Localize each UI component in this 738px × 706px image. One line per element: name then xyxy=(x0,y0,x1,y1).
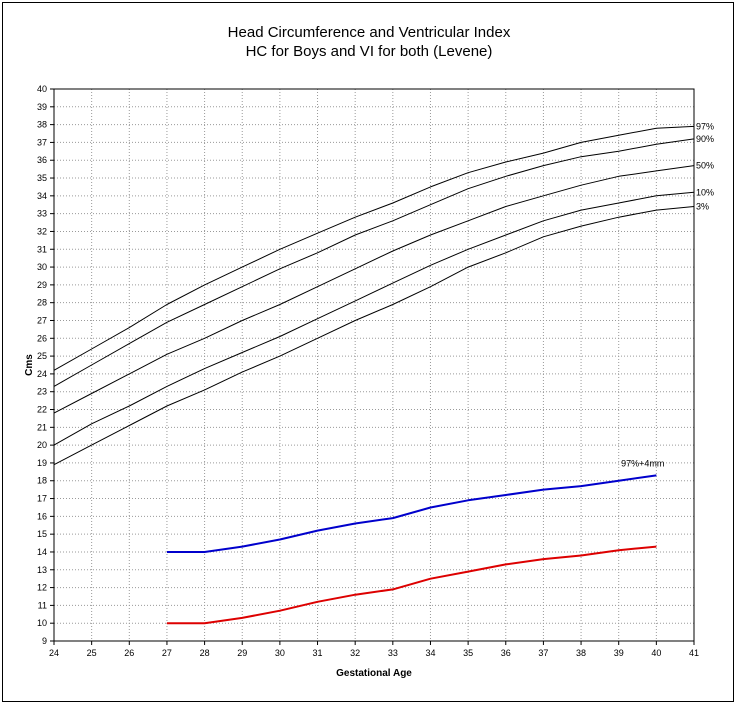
y-tick-label: 34 xyxy=(37,191,47,201)
x-tick-label: 30 xyxy=(275,648,285,658)
x-tick-label: 29 xyxy=(237,648,247,658)
x-tick-label: 28 xyxy=(200,648,210,658)
y-tick-label: 38 xyxy=(37,120,47,130)
x-tick-label: 25 xyxy=(87,648,97,658)
y-tick-label: 14 xyxy=(37,547,47,557)
series-line-10- xyxy=(53,191,695,446)
y-tick-label: 28 xyxy=(37,298,47,308)
series-label: 97%+4mm xyxy=(621,458,664,468)
y-tick-label: 35 xyxy=(37,173,47,183)
series-line-97- xyxy=(53,125,695,371)
y-tick-label: 37 xyxy=(37,137,47,147)
series-line-90- xyxy=(53,138,695,387)
x-tick-label: 31 xyxy=(313,648,323,658)
y-tick-label: 12 xyxy=(37,583,47,593)
y-tick-label: 40 xyxy=(37,84,47,94)
y-tick-label: 13 xyxy=(37,565,47,575)
y-tick-label: 10 xyxy=(37,618,47,628)
y-tick-label: 32 xyxy=(37,226,47,236)
x-tick-label: 40 xyxy=(651,648,661,658)
series-label: 10% xyxy=(696,187,714,197)
y-tick-label: 15 xyxy=(37,529,47,539)
x-tick-label: 34 xyxy=(425,648,435,658)
y-tick-label: 31 xyxy=(37,244,47,254)
y-tick-label: 20 xyxy=(37,440,47,450)
y-tick-label: 30 xyxy=(37,262,47,272)
y-tick-label: 22 xyxy=(37,405,47,415)
series-line-97-4mm xyxy=(166,474,657,553)
x-tick-label: 33 xyxy=(388,648,398,658)
x-axis-ticks: 24 25 26 27 28 29 30 31 32 33 34 35 36 37 38 39 40 41 xyxy=(49,641,699,658)
series-line-3- xyxy=(53,206,695,466)
x-tick-label: 37 xyxy=(538,648,548,658)
y-tick-label: 16 xyxy=(37,511,47,521)
y-tick-label: 27 xyxy=(37,315,47,325)
y-tick-label: 19 xyxy=(37,458,47,468)
x-tick-label: 41 xyxy=(689,648,699,658)
series-labels: 97% 90% 50% 10% 3% 97%+4mm xyxy=(621,121,714,468)
y-tick-label: 11 xyxy=(38,600,47,610)
y-tick-label: 18 xyxy=(37,476,47,486)
x-tick-label: 39 xyxy=(614,648,624,658)
series-group xyxy=(53,125,695,625)
series-label: 50% xyxy=(696,161,714,171)
y-tick-label: 36 xyxy=(37,155,47,165)
plot-area xyxy=(53,88,695,642)
y-tick-label: 24 xyxy=(37,369,47,379)
y-tick-label: 23 xyxy=(37,387,47,397)
y-tick-label: 26 xyxy=(37,333,47,343)
series-label: 90% xyxy=(696,134,714,144)
x-tick-label: 38 xyxy=(576,648,586,658)
series-line-50- xyxy=(53,165,695,414)
x-tick-label: 36 xyxy=(501,648,511,658)
y-tick-label: 17 xyxy=(37,494,47,504)
chart-subtitle: HC for Boys and VI for both (Levene) xyxy=(246,43,493,60)
x-tick-label: 26 xyxy=(124,648,134,658)
y-tick-label: 25 xyxy=(37,351,47,361)
y-tick-label: 33 xyxy=(37,209,47,219)
y-tick-label: 29 xyxy=(37,280,47,290)
grid xyxy=(53,88,695,642)
y-axis-label: Cms xyxy=(24,354,35,376)
x-axis-label: Gestational Age xyxy=(336,668,412,679)
series-label: 97% xyxy=(696,121,714,131)
chart-title: Head Circumference and Ventricular Index xyxy=(228,24,511,41)
series-line-unlabelled xyxy=(166,545,657,625)
x-tick-label: 32 xyxy=(350,648,360,658)
y-tick-label: 39 xyxy=(37,102,47,112)
x-tick-label: 27 xyxy=(162,648,172,658)
y-axis-ticks: 9 10 11 12 13 14 15 16 17 18 19 20 21 22 23 24 25 26 27 28 2… xyxy=(37,84,54,646)
x-tick-label: 35 xyxy=(463,648,473,658)
series-label: 3% xyxy=(696,202,709,212)
y-tick-label: 9 xyxy=(42,636,47,646)
y-tick-label: 21 xyxy=(37,422,47,432)
x-tick-label: 24 xyxy=(49,648,59,658)
